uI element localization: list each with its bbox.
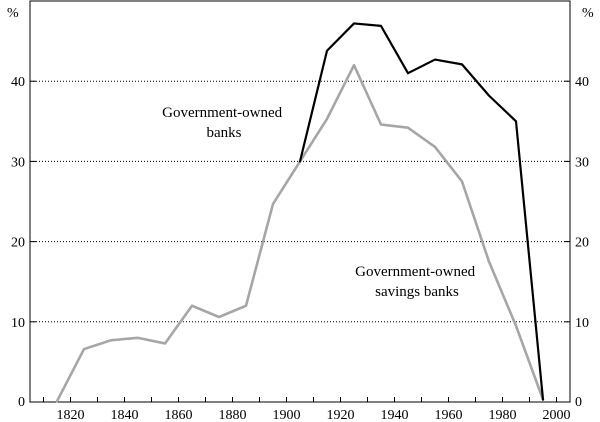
x-tick-label: 1940 [381, 408, 409, 422]
x-tick-label: 1960 [435, 408, 463, 422]
x-tick-label: 1920 [327, 408, 355, 422]
x-tick-label: 1820 [57, 408, 85, 422]
y-tick-label-left: 30 [11, 155, 25, 170]
y-tick-label-left: 40 [11, 75, 25, 90]
y-tick-label-right: 0 [575, 395, 582, 410]
annotation-savings-banks: Government-owned savings banks [355, 264, 479, 300]
y-tick-label-right: 10 [575, 316, 589, 331]
gridlines [30, 80, 570, 323]
annotation-banks-line-1: Government-owned [162, 105, 282, 121]
series-lines [55, 22, 545, 403]
x-tick-label: 1980 [489, 408, 517, 422]
annotation-banks: Government-owned banks [162, 105, 286, 141]
series-line-government-owned-banks [298, 22, 545, 401]
tick-labels: 0 0 10 10 20 20 30 30 40 40 1820 1840 1860 1880 1900 19… [11, 75, 589, 422]
y-tick-label-right: 30 [575, 155, 589, 170]
x-tick-label: 1860 [165, 408, 193, 422]
series-line-government-owned-savings-banks [55, 63, 545, 403]
y-tick-label-right: 40 [575, 75, 589, 90]
y-tick-label-left: 0 [18, 395, 25, 410]
y-tick-label-left: 20 [11, 236, 25, 251]
annotation-savings-banks-line-1: Government-owned [355, 264, 475, 280]
x-tick-label: 2000 [543, 408, 571, 422]
x-tick-label: 1840 [111, 408, 139, 422]
annotation-banks-line-2: banks [207, 125, 242, 141]
y-tick-label-right: 20 [575, 236, 589, 251]
y-tick-label-left: 10 [11, 316, 25, 331]
axis-ticks [30, 80, 570, 403]
annotation-savings-banks-line-2: savings banks [375, 284, 459, 300]
y-axis-unit-left: % [7, 6, 19, 21]
x-tick-label: 1900 [273, 408, 301, 422]
plot-frame [29, 0, 571, 403]
x-tick-label: 1880 [219, 408, 247, 422]
y-axis-unit-right: % [582, 6, 594, 21]
